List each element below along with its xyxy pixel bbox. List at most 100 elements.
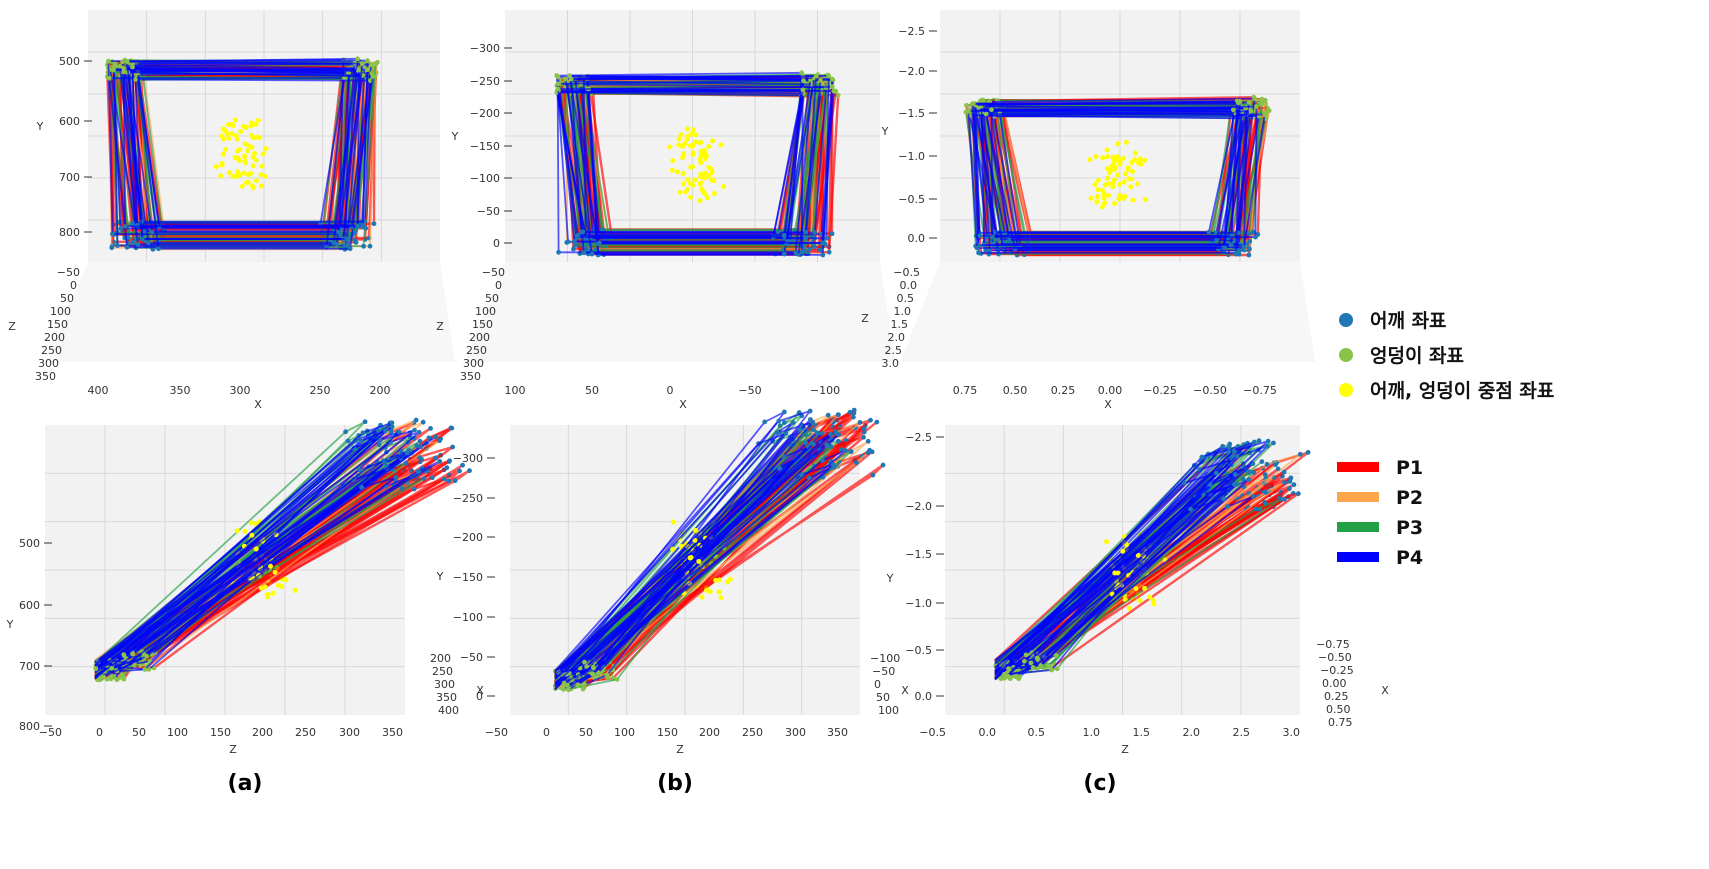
x-tick-label: 0 — [667, 384, 674, 397]
hip-point — [1054, 666, 1060, 672]
shoulder-point — [990, 234, 995, 240]
midpoint — [253, 546, 259, 552]
shoulder-point — [437, 438, 442, 444]
x-tick-label: 0.50 — [1003, 384, 1028, 397]
z-tick-label: 1.0 — [894, 305, 912, 318]
hip-point — [370, 74, 376, 79]
shoulder-point — [110, 231, 115, 237]
z-tick-label: 100 — [475, 305, 496, 318]
y-axis-label: Y — [36, 120, 44, 133]
midpoint — [234, 528, 240, 534]
x-tick-label: 300 — [434, 678, 455, 691]
midpoint — [1095, 187, 1101, 193]
midpoint — [1110, 180, 1116, 186]
shoulder-point — [828, 444, 834, 449]
z-tick-label: 200 — [252, 726, 273, 739]
midpoint — [1112, 200, 1118, 206]
x-axis-label: X — [679, 398, 687, 411]
midpoint — [1129, 176, 1135, 182]
midpoint — [684, 136, 690, 142]
midpoint — [1128, 184, 1134, 190]
shoulder-point — [843, 448, 849, 453]
z-tick-label: 1.0 — [1083, 726, 1101, 739]
z-tick-label: 150 — [210, 726, 231, 739]
hip-point — [831, 88, 837, 94]
shoulder-point — [799, 472, 804, 477]
subplot-3: −2.5−2.0−1.5−1.0−0.50.0−0.50.00.51.01.52… — [861, 10, 1315, 411]
shoulder-point — [835, 412, 841, 418]
midpoint — [249, 120, 255, 126]
shoulder-point — [448, 425, 454, 431]
z-tick-label: 250 — [466, 344, 487, 357]
x-tick-label: −100 — [810, 384, 840, 397]
legend-label: 엉덩이 좌표 — [1370, 345, 1464, 367]
y-tick-label: 800 — [19, 720, 40, 733]
hip-point — [1028, 660, 1034, 666]
midpoint — [698, 180, 704, 186]
shoulder-point — [1262, 472, 1268, 478]
hip-point — [117, 63, 123, 69]
shoulder-point — [1206, 229, 1212, 235]
hip-point — [1230, 107, 1236, 113]
y-tick-label: −2.5 — [898, 25, 925, 38]
shoulder-point — [1221, 496, 1227, 502]
midpoint — [685, 126, 691, 132]
midpoint — [1087, 157, 1093, 163]
y-tick-label: −0.5 — [905, 644, 932, 657]
midpoint — [706, 172, 712, 178]
shoulder-point — [1264, 443, 1270, 449]
legend-marker — [1339, 383, 1353, 397]
legend-label: P4 — [1396, 547, 1423, 569]
midpoint — [234, 173, 240, 179]
shoulder-point — [1305, 450, 1311, 455]
shoulder-point — [819, 430, 825, 436]
midpoint — [253, 121, 259, 127]
x-tick-label: 400 — [438, 704, 459, 717]
y-tick-label: 0.0 — [908, 232, 926, 245]
x-tick-label: 250 — [432, 665, 453, 678]
midpoint — [710, 138, 716, 144]
midpoint — [669, 167, 675, 173]
z-tick-label: 350 — [382, 726, 403, 739]
shoulder-point — [1251, 439, 1257, 445]
midpoint — [1123, 171, 1129, 177]
hip-point — [124, 59, 130, 65]
hip-point — [1254, 104, 1259, 109]
shoulder-point — [1253, 506, 1259, 512]
shoulder-point — [446, 478, 452, 484]
midpoint — [219, 162, 225, 168]
shoulder-point — [575, 232, 581, 238]
z-axis-label: Z — [1121, 743, 1129, 756]
midpoint — [220, 151, 226, 157]
shoulder-point — [807, 408, 813, 414]
midpoint — [1115, 141, 1121, 147]
shoulder-point — [367, 243, 373, 249]
shoulder-point — [597, 240, 602, 246]
y-tick-label: 0.0 — [915, 690, 933, 703]
shoulder-point — [830, 462, 836, 467]
midpoint — [1130, 169, 1136, 175]
shoulder-point — [797, 427, 803, 432]
shoulder-point — [812, 244, 817, 250]
midpoint — [1107, 170, 1113, 176]
hip-point — [114, 677, 120, 683]
midpoint — [680, 155, 686, 161]
legend-label: 어깨 좌표 — [1370, 310, 1447, 332]
shoulder-point — [1250, 494, 1256, 499]
legend-label: P2 — [1396, 487, 1423, 509]
x-tick-label: −0.75 — [1316, 638, 1350, 651]
midpoint — [242, 528, 248, 534]
midpoint — [690, 151, 696, 157]
shoulder-point — [1256, 438, 1262, 444]
x-axis-label: X — [1381, 684, 1389, 697]
x-axis-label: X — [1104, 398, 1112, 411]
shoulder-point — [1291, 482, 1297, 488]
z-tick-label: −0.5 — [893, 266, 920, 279]
z-tick-label: 150 — [472, 318, 493, 331]
shoulder-point — [1282, 496, 1287, 502]
midpoint — [220, 136, 226, 142]
shoulder-point — [421, 476, 427, 482]
midpoint — [270, 590, 276, 596]
shoulder-point — [781, 420, 787, 425]
